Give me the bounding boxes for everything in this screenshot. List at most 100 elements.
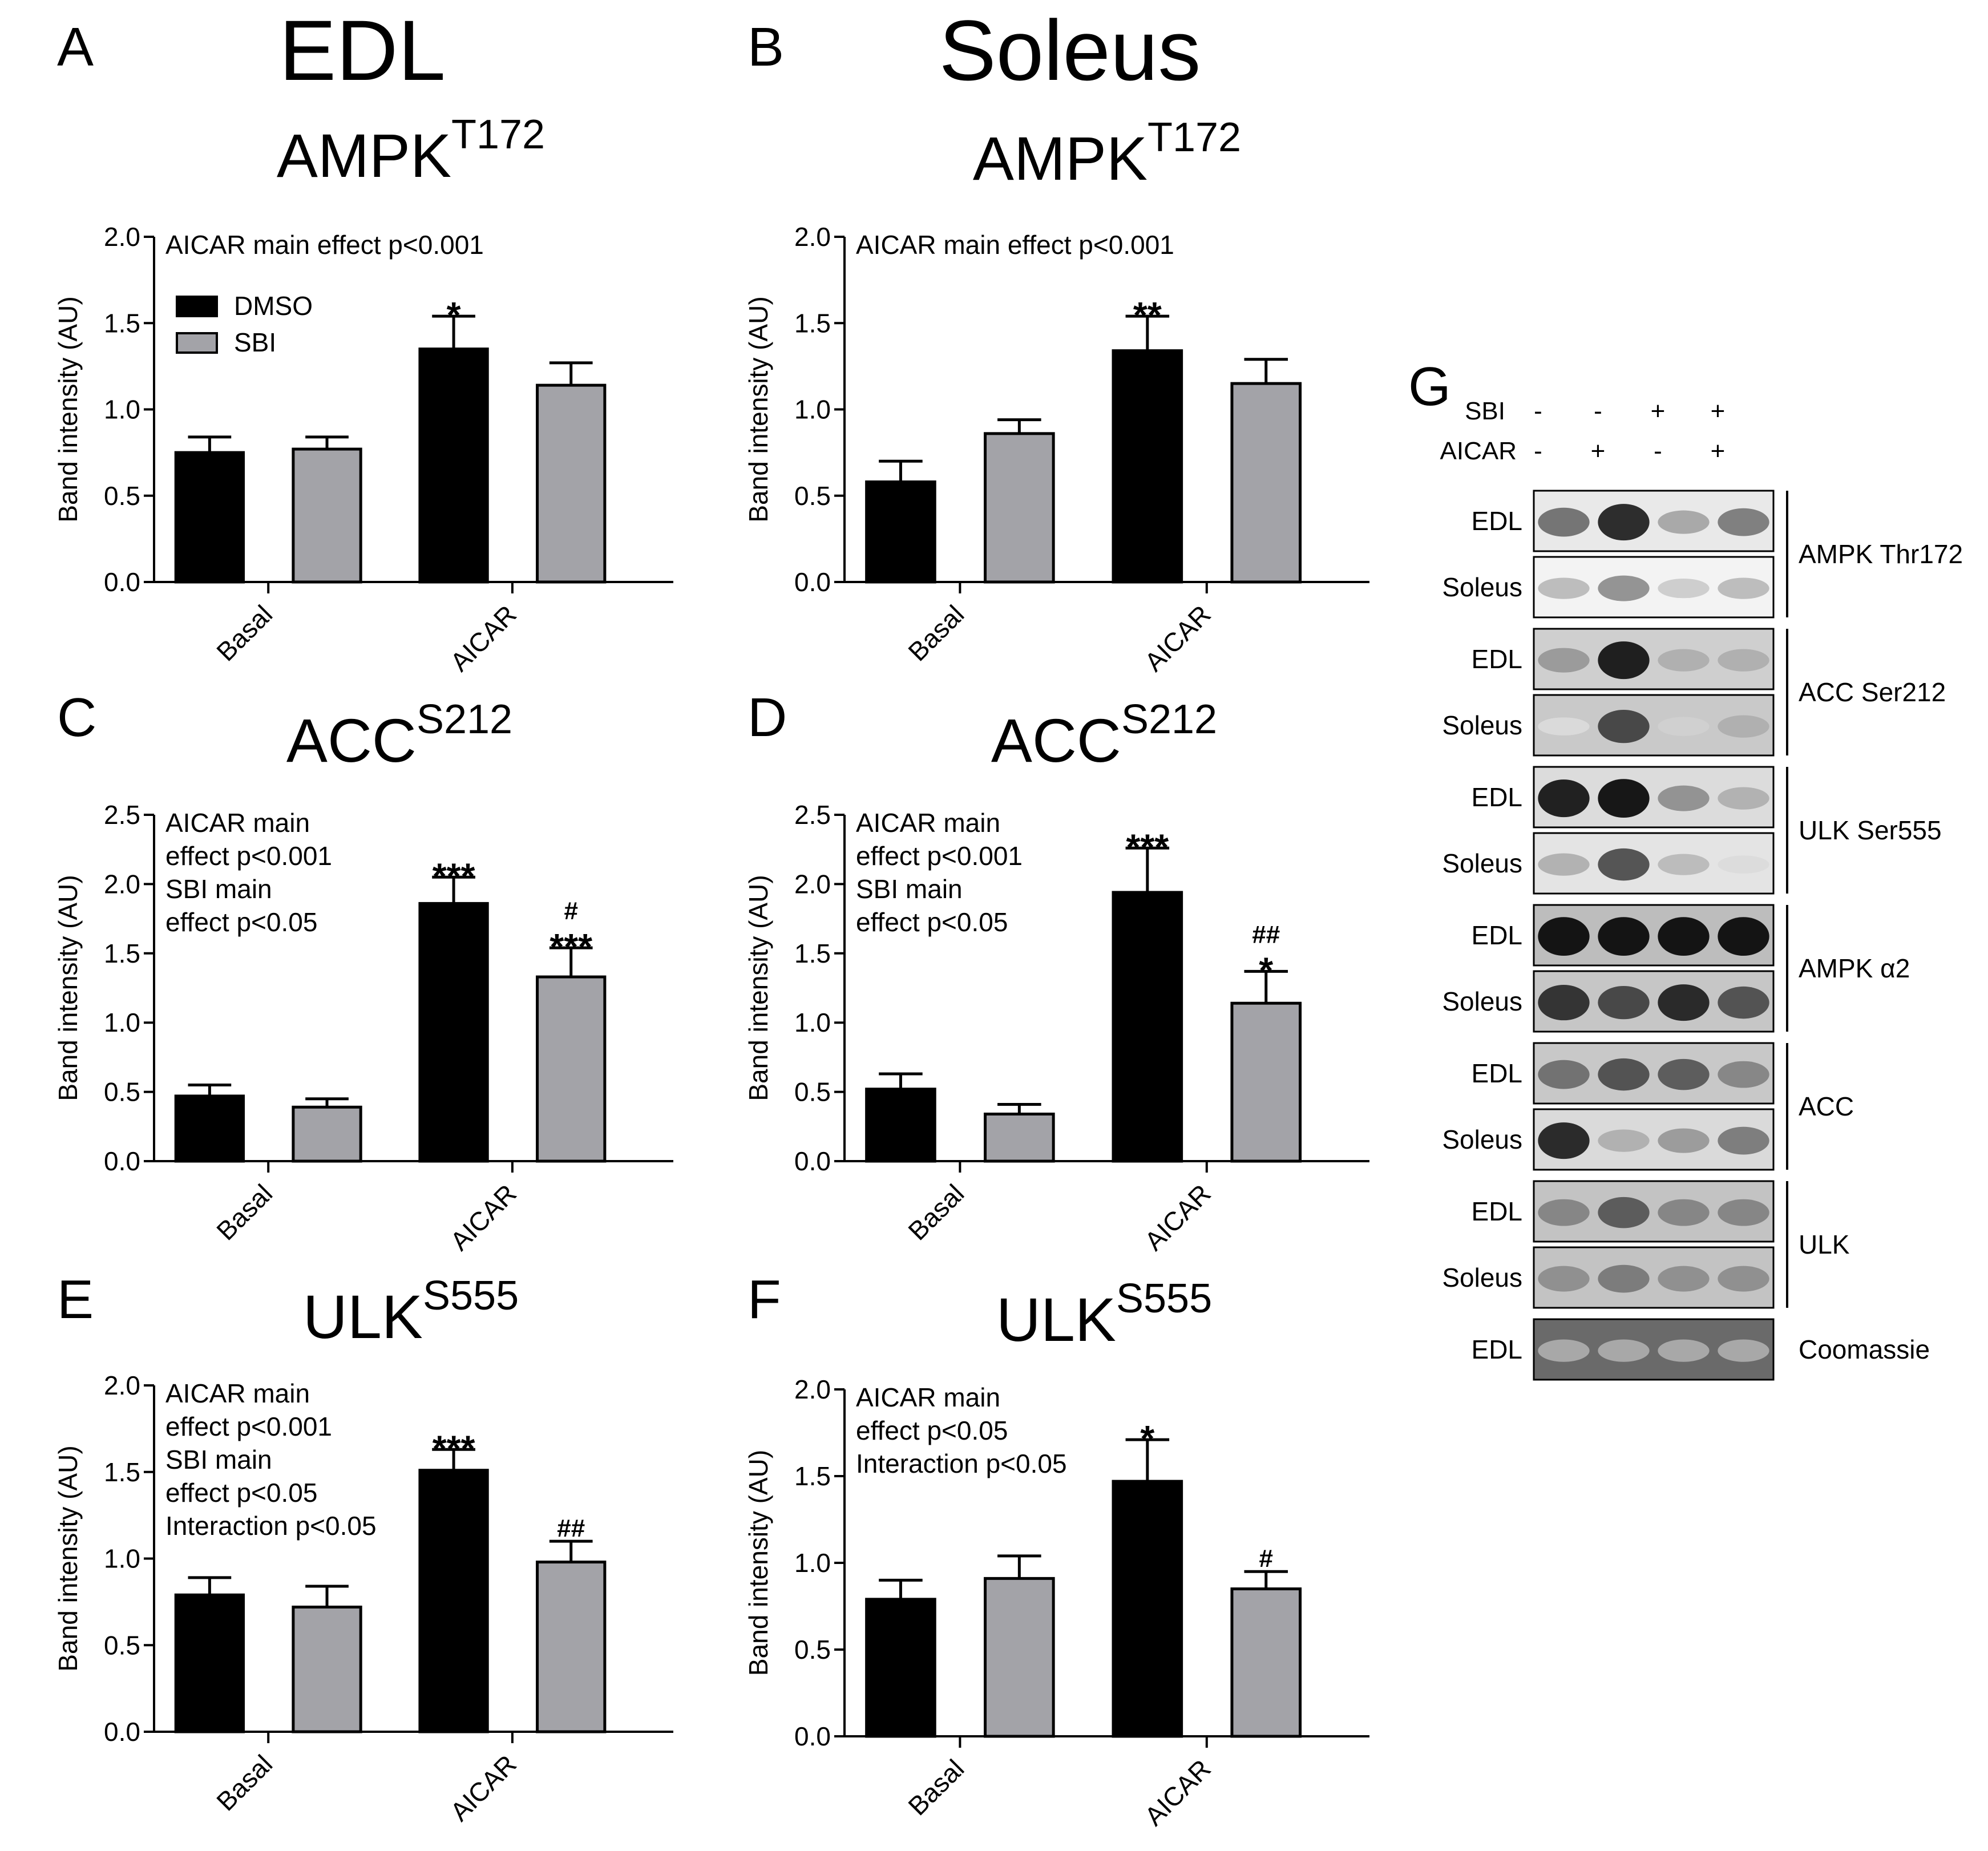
significance-label-top: ## [1252,920,1280,948]
blot-band [1598,1129,1650,1152]
bar-sbi [1230,1001,1302,1163]
blot-band [1598,1058,1650,1091]
stats-annotation: Interaction p<0.05 [165,1511,377,1541]
bar-dmso [174,1094,245,1163]
y-axis-label: Band intensity (AU) [53,1445,83,1671]
stats-annotation: AICAR main effect p<0.001 [856,230,1174,260]
chart-title-main: ACC [991,706,1121,775]
blot-band [1658,510,1710,534]
blot-band [1598,575,1650,601]
y-axis-label: Band intensity (AU) [53,875,83,1101]
blot-band [1538,1060,1590,1089]
chart-title-superscript: S212 [417,697,512,742]
x-tick-label: Basal [211,1178,278,1246]
chart-title-main: ULK [303,1282,423,1351]
y-tick-label: 1.0 [794,1008,831,1037]
significance-label: * [1140,1418,1154,1459]
blot-treatment-label: AICAR [1440,437,1517,465]
stats-annotation: AICAR main [165,1379,310,1408]
panel-title-edl: EDL [279,2,446,98]
bar-dmso [865,1088,936,1163]
significance-label: * [1259,949,1273,991]
chart-title-main: ACC [286,706,417,775]
blot-band [1718,1266,1769,1292]
chart-title-superscript: S212 [1121,697,1217,742]
blot-band [1658,785,1710,811]
blot-band [1598,709,1650,743]
y-axis-label: Band intensity (AU) [744,875,773,1101]
blot-band [1658,984,1710,1021]
bar-sbi [984,1112,1055,1163]
stats-annotation: effect p<0.001 [165,1412,332,1441]
blot-antibody-label: ACC Ser212 [1799,677,1946,707]
stats-annotation: AICAR main [856,808,1000,838]
bar-dmso [865,1598,936,1738]
blot-band [1658,649,1710,672]
blot-tissue-label: Soleus [1442,987,1522,1016]
bar-sbi [536,1561,607,1733]
bar-sbi [292,447,362,584]
bar-dmso [865,480,936,584]
significance-label: *** [433,855,475,896]
blot-tissue-label: Soleus [1442,848,1522,878]
blot-treatment-sign: + [1591,437,1606,465]
chart-title: AMPKT172 [277,112,545,190]
y-tick-label: 0.5 [104,1630,140,1660]
bar-dmso [418,902,489,1163]
y-tick-label: 1.0 [794,1548,831,1578]
blot-band [1718,1199,1769,1226]
blot-treatment-sign: + [1711,397,1726,425]
blot-tissue-label: EDL [1472,1197,1522,1226]
y-tick-label: 0.5 [794,1635,831,1664]
bar-sbi [1230,1587,1302,1738]
chart-b: AMPKT172 0.0 0.5 1.0 1.5 2.0 Band intensity (A… [744,115,1369,677]
blot-band [1538,779,1590,818]
blot-antibody-label: ULK [1799,1230,1850,1259]
chart-title-superscript: T172 [451,112,545,157]
y-tick-label: 0.5 [794,481,831,511]
legend-label-dmso: DMSO [234,291,313,321]
y-tick-label: 0.0 [794,567,831,597]
blot-band [1598,1197,1650,1228]
blot-tissue-label: Soleus [1442,1263,1522,1292]
stats-annotation: AICAR main [856,1383,1000,1412]
blot-band [1598,985,1650,1020]
y-tick-label: 1.5 [104,1457,140,1487]
blot-tissue-label: EDL [1472,782,1522,812]
y-tick-label: 1.0 [104,1544,140,1574]
blot-treatment-sign: - [1594,397,1602,425]
significance-label: *** [549,926,592,967]
y-tick-label: 1.5 [794,1461,831,1491]
panel-letter-c: C [57,687,96,748]
significance-label-top: # [564,897,577,925]
blot-band [1538,853,1590,876]
x-tick-label: AICAR [445,1178,522,1256]
blot-antibody-label: ULK Ser555 [1799,815,1942,845]
stats-annotation: Interaction p<0.05 [856,1449,1067,1478]
blot-band [1718,917,1769,956]
blot-band [1658,1339,1710,1362]
blot-tissue-label: Soleus [1442,572,1522,602]
stats-annotation: effect p<0.001 [165,841,332,871]
y-tick-label: 0.0 [104,567,140,597]
stats-annotation: effect p<0.05 [165,1478,317,1508]
bar-sbi [984,1577,1055,1738]
stats-annotation: effect p<0.05 [856,907,1008,937]
y-tick-label: 0.5 [104,1077,140,1107]
blot-tissue-label: EDL [1472,1058,1522,1088]
panel-letter-f: F [747,1269,781,1330]
blot-band [1598,917,1650,956]
blot-band [1718,715,1769,738]
blot-band [1538,577,1590,599]
chart-title-main: AMPK [973,124,1147,193]
x-tick-label: Basal [902,599,969,666]
blot-band [1658,1199,1710,1226]
stats-annotation: AICAR main [165,808,310,838]
y-tick-label: 0.5 [794,1077,831,1107]
blot-band [1718,1061,1769,1088]
stats-annotation: effect p<0.001 [856,841,1023,871]
blot-band [1538,1266,1590,1292]
stats-annotation: effect p<0.05 [165,907,317,937]
